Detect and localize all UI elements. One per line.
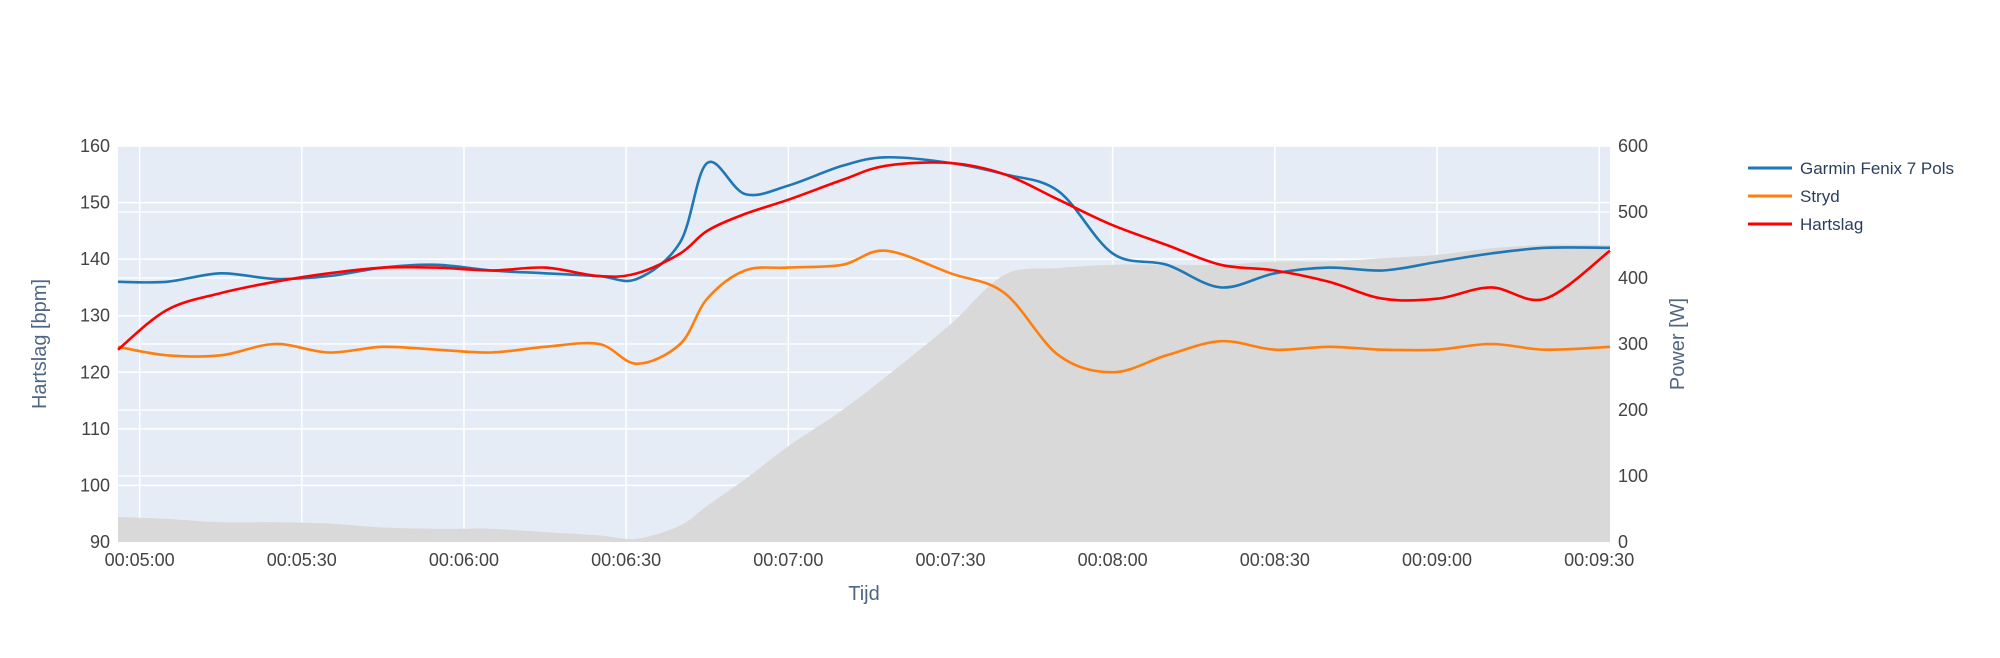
y-tick-label: 130: [80, 306, 110, 326]
y2-tick-label: 300: [1618, 334, 1648, 354]
x-tick-label: 00:08:00: [1078, 550, 1148, 570]
y-tick-label: 120: [80, 362, 110, 382]
y-tick-label: 100: [80, 475, 110, 495]
y2-axis-title: Power [W]: [1667, 298, 1689, 390]
y-axis-title: Hartslag [bpm]: [29, 279, 51, 409]
y-tick-label: 160: [80, 136, 110, 156]
series-line: [117, 249, 1611, 374]
y-tick-label: 140: [80, 249, 110, 269]
x-tick-label: 00:07:00: [753, 550, 823, 570]
legend-label: Garmin Fenix 7 Pols: [1800, 159, 1954, 178]
x-tick-label: 00:05:30: [267, 550, 337, 570]
legend[interactable]: Garmin Fenix 7 Pols Stryd Hartslag: [1748, 159, 1954, 234]
legend-label: Hartslag: [1800, 215, 1863, 234]
legend-item[interactable]: Stryd: [1748, 187, 1840, 206]
x-tick-label: 00:05:00: [105, 550, 175, 570]
x-tick-label: 00:08:30: [1240, 550, 1310, 570]
power-area-layer: [118, 244, 1610, 542]
y2-tick-label: 400: [1618, 268, 1648, 288]
x-tick-label: 00:09:30: [1564, 550, 1634, 570]
y-tick-labels: 90 100 110 120 130 140 150 160: [80, 136, 110, 552]
y2-tick-label: 0: [1618, 532, 1628, 552]
y-tick-label: 150: [80, 193, 110, 213]
y2-tick-label: 500: [1618, 202, 1648, 222]
legend-item[interactable]: Hartslag: [1748, 215, 1863, 234]
series-lines-layer: [117, 155, 1611, 374]
y-tick-label: 110: [81, 419, 110, 439]
y2-tick-label: 200: [1618, 400, 1648, 420]
x-tick-label: 00:06:30: [591, 550, 661, 570]
legend-label: Stryd: [1800, 187, 1840, 206]
x-tick-label: 00:06:00: [429, 550, 499, 570]
x-tick-labels: 00:05:00 00:05:30 00:06:00 00:06:30 00:07:00…: [105, 550, 1635, 570]
series-1: [117, 249, 1611, 374]
series-line: [117, 161, 1611, 351]
legend-item[interactable]: Garmin Fenix 7 Pols: [1748, 159, 1954, 178]
y-tick-label: 90: [90, 532, 110, 552]
x-tick-label: 00:07:30: [915, 550, 985, 570]
power-area: [118, 244, 1610, 542]
x-axis-title: Tijd: [848, 583, 879, 605]
y2-tick-labels: 0 100 200 300 400 500 600: [1618, 136, 1648, 552]
y2-tick-label: 600: [1618, 136, 1648, 156]
series-2: [117, 161, 1611, 351]
x-tick-label: 00:09:00: [1402, 550, 1472, 570]
y2-tick-label: 100: [1618, 466, 1648, 486]
